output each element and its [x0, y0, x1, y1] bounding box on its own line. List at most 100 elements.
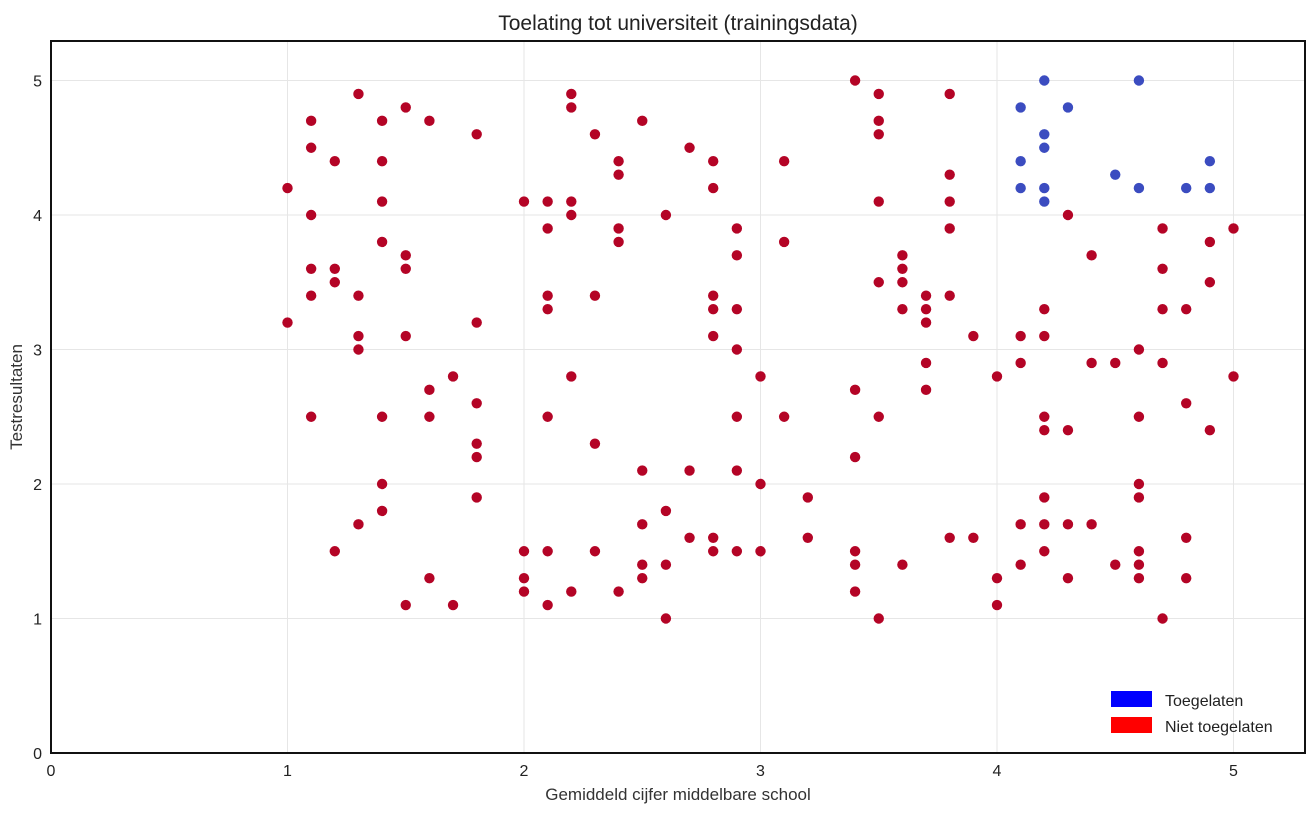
point-not-admitted — [353, 330, 364, 342]
point-not-admitted — [708, 303, 719, 315]
point-not-admitted — [353, 519, 364, 530]
y-tick-label: 4 — [33, 208, 42, 225]
point-not-admitted — [424, 411, 435, 422]
point-not-admitted — [1204, 277, 1216, 288]
point-not-admitted — [376, 505, 388, 517]
point-not-admitted — [1015, 559, 1026, 570]
point-not-admitted — [613, 236, 624, 248]
point-not-admitted — [873, 196, 884, 207]
point-not-admitted — [1110, 559, 1121, 570]
x-tick-label: 3 — [756, 763, 765, 780]
point-not-admitted — [897, 559, 908, 570]
point-not-admitted — [684, 142, 695, 153]
y-tick-label: 0 — [33, 746, 42, 763]
point-not-admitted — [424, 572, 435, 584]
point-not-admitted — [755, 546, 766, 557]
point-not-admitted — [944, 169, 955, 180]
point-admitted — [1062, 102, 1074, 113]
point-not-admitted — [637, 572, 648, 584]
point-not-admitted — [1157, 223, 1168, 234]
point-not-admitted — [282, 182, 293, 194]
point-not-admitted — [1039, 411, 1050, 422]
point-not-admitted — [968, 532, 979, 543]
point-not-admitted — [376, 236, 388, 248]
point-not-admitted — [1157, 303, 1168, 315]
point-not-admitted — [400, 330, 411, 342]
legend-label-not-admitted: Niet toegelaten — [1165, 719, 1273, 736]
point-admitted — [1039, 182, 1050, 194]
point-not-admitted — [637, 115, 648, 127]
legend-label-admitted: Toegelaten — [1165, 693, 1243, 710]
point-not-admitted — [920, 290, 932, 301]
point-not-admitted — [471, 451, 482, 463]
point-not-admitted — [1039, 519, 1050, 530]
point-not-admitted — [542, 290, 553, 301]
point-not-admitted — [400, 250, 411, 261]
point-not-admitted — [731, 303, 743, 315]
point-not-admitted — [566, 102, 577, 113]
point-not-admitted — [1133, 559, 1145, 570]
point-not-admitted — [566, 196, 577, 207]
point-not-admitted — [613, 223, 624, 234]
point-not-admitted — [731, 546, 743, 557]
point-not-admitted — [353, 344, 364, 355]
point-not-admitted — [1133, 492, 1145, 503]
x-tick-label: 5 — [1229, 763, 1238, 780]
point-not-admitted — [1133, 344, 1145, 355]
point-not-admitted — [542, 546, 553, 557]
point-not-admitted — [400, 599, 411, 611]
point-not-admitted — [731, 465, 743, 476]
point-not-admitted — [1204, 236, 1216, 248]
point-admitted — [1039, 75, 1050, 86]
point-not-admitted — [471, 438, 482, 449]
point-not-admitted — [589, 290, 601, 301]
point-not-admitted — [1157, 263, 1168, 274]
point-not-admitted — [849, 559, 861, 570]
point-not-admitted — [708, 532, 719, 543]
point-not-admitted — [968, 330, 979, 342]
point-not-admitted — [376, 196, 388, 207]
x-tick-label: 1 — [283, 763, 292, 780]
point-not-admitted — [1039, 546, 1050, 557]
point-not-admitted — [589, 546, 601, 557]
point-not-admitted — [873, 129, 884, 140]
point-not-admitted — [873, 277, 884, 288]
legend-swatch-admitted — [1111, 691, 1152, 707]
point-not-admitted — [873, 115, 884, 127]
point-not-admitted — [400, 102, 411, 113]
point-not-admitted — [447, 599, 459, 611]
point-not-admitted — [589, 129, 601, 140]
point-not-admitted — [920, 384, 932, 396]
point-not-admitted — [944, 223, 955, 234]
point-admitted — [1039, 142, 1050, 153]
point-not-admitted — [1181, 398, 1192, 409]
point-not-admitted — [613, 586, 624, 597]
point-admitted — [1110, 169, 1121, 180]
point-not-admitted — [731, 223, 743, 234]
point-not-admitted — [920, 317, 932, 328]
point-not-admitted — [1133, 411, 1145, 422]
point-not-admitted — [329, 277, 340, 288]
point-not-admitted — [329, 156, 340, 167]
point-admitted — [1015, 182, 1026, 194]
point-admitted — [1039, 129, 1050, 140]
point-not-admitted — [660, 505, 672, 517]
point-not-admitted — [518, 546, 530, 557]
point-not-admitted — [1086, 357, 1097, 369]
x-tick-label: 0 — [47, 763, 56, 780]
point-not-admitted — [1062, 209, 1074, 221]
point-not-admitted — [518, 572, 530, 584]
point-not-admitted — [400, 263, 411, 274]
point-not-admitted — [873, 613, 884, 624]
legend-swatch-not-admitted — [1111, 717, 1152, 733]
point-not-admitted — [944, 196, 955, 207]
point-not-admitted — [305, 115, 317, 127]
point-not-admitted — [542, 223, 553, 234]
point-not-admitted — [1228, 371, 1239, 382]
point-not-admitted — [708, 156, 719, 167]
plot-frame — [50, 40, 1306, 754]
point-not-admitted — [731, 344, 743, 355]
point-not-admitted — [802, 532, 813, 543]
point-not-admitted — [1228, 223, 1239, 234]
x-tick-label: 4 — [993, 763, 1002, 780]
